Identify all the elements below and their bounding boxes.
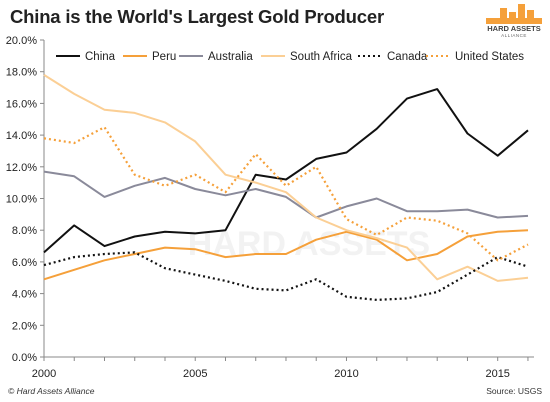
series-line-peru <box>43 229 529 281</box>
y-tick-label: 16.0% <box>6 98 37 110</box>
source-note: Source: USGS <box>486 386 542 396</box>
series-line-china <box>43 88 529 254</box>
y-tick-label: 0.0% <box>12 352 37 364</box>
y-tick-label: 6.0% <box>12 257 37 269</box>
series-line-australia <box>43 170 529 219</box>
y-tick-label: 10.0% <box>6 194 37 206</box>
series-line-canada <box>43 251 529 301</box>
y-tick-label: 8.0% <box>12 225 37 237</box>
x-tick-label: 2015 <box>485 368 509 380</box>
legend-label-peru: Peru <box>152 51 176 63</box>
logo-text: HARD ASSETS <box>487 24 541 33</box>
legend-label-canada: Canada <box>387 51 428 63</box>
chart-title: China is the World's Largest Gold Produc… <box>10 6 384 27</box>
legend-label-south-africa: South Africa <box>290 51 353 63</box>
x-tick-label: 2000 <box>32 368 56 380</box>
x-tick-label: 2005 <box>183 368 207 380</box>
brand-logo: HARD ASSETS ALLIANCE <box>486 2 542 42</box>
series-line-south-africa <box>43 74 529 282</box>
y-tick-label: 12.0% <box>6 162 37 174</box>
legend-label-united-states: United States <box>455 51 524 63</box>
legend-label-china: China <box>85 51 116 63</box>
legend-label-australia: Australia <box>208 51 253 63</box>
x-tick-label: 2010 <box>334 368 358 380</box>
logo-subtext: ALLIANCE <box>501 33 527 38</box>
y-tick-label: 4.0% <box>12 289 37 301</box>
copyright-note: © Hard Assets Alliance <box>8 386 95 396</box>
y-tick-label: 20.0% <box>6 35 37 47</box>
y-tick-label: 2.0% <box>12 320 37 332</box>
y-tick-label: 14.0% <box>6 130 37 142</box>
y-tick-label: 18.0% <box>6 67 37 79</box>
logo-bars-icon <box>486 4 542 24</box>
